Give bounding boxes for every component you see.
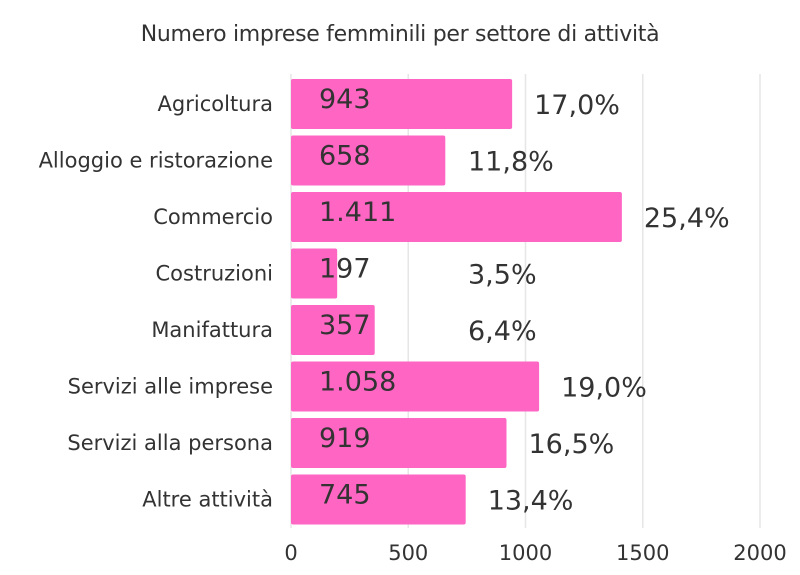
bar: [291, 79, 513, 129]
category-label: Costruzioni: [156, 262, 273, 286]
bar: [291, 474, 466, 525]
value-label: 1.411: [319, 197, 396, 228]
x-tick-label: 500: [388, 541, 428, 565]
value-label: 197: [319, 254, 371, 285]
bar: [291, 418, 507, 468]
percent-label: 6,4%: [468, 316, 537, 347]
percent-label: 11,8%: [468, 147, 554, 178]
bar: [291, 305, 375, 355]
category-label: Alloggio e ristorazione: [39, 149, 273, 173]
x-tick-label: 2000: [733, 541, 786, 565]
chart-title: Numero imprese femminili per settore di …: [140, 22, 660, 47]
x-tick-label: 1000: [499, 541, 552, 565]
category-label: Altre attività: [142, 488, 273, 512]
bar: [291, 248, 338, 299]
category-label: Servizi alla persona: [67, 431, 273, 455]
x-tick-label: 1500: [616, 541, 669, 565]
percent-label: 25,4%: [644, 203, 730, 234]
x-tick-label: 0: [284, 541, 297, 565]
percent-label: 13,4%: [488, 486, 574, 517]
percent-label: 3,5%: [468, 260, 537, 291]
labels: 0 500 1000 1500 2000 Agricoltura 943 17,0% Allog…: [39, 84, 787, 565]
value-label: 1.058: [319, 367, 396, 398]
percent-label: 19,0%: [561, 373, 647, 404]
bar: [291, 192, 622, 242]
value-label: 943: [319, 84, 371, 115]
value-label: 919: [319, 423, 371, 454]
bar: [291, 135, 446, 186]
bar: [291, 361, 540, 412]
percent-label: 16,5%: [529, 429, 615, 460]
bars: [291, 79, 622, 525]
category-label: Agricoltura: [158, 92, 273, 116]
value-label: 357: [319, 310, 371, 341]
value-label: 658: [319, 141, 371, 172]
percent-label: 17,0%: [534, 90, 620, 121]
category-label: Commercio: [153, 205, 273, 229]
category-label: Manifattura: [151, 318, 273, 342]
value-label: 745: [319, 480, 371, 511]
category-label: Servizi alle imprese: [68, 375, 273, 399]
